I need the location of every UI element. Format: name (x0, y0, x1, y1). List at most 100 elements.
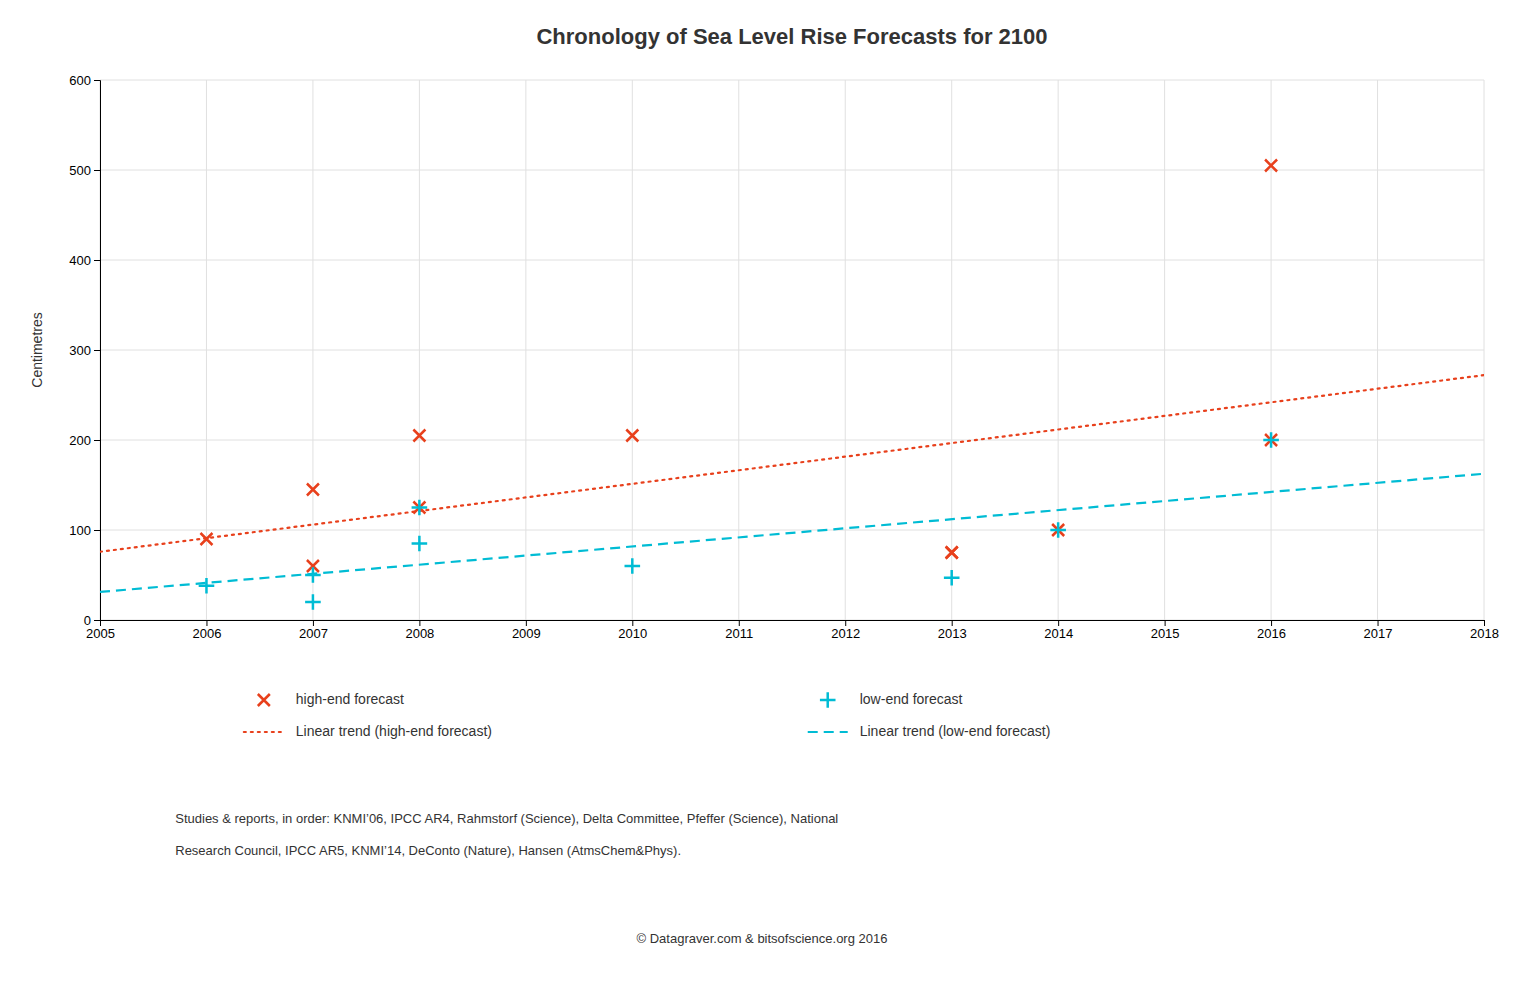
y-tick: 0 (84, 613, 100, 628)
point (625, 558, 641, 574)
x-tick-label: 2011 (725, 626, 753, 641)
y-tick-label: 0 (84, 613, 91, 628)
legend-swatch (820, 692, 836, 708)
grid-line-y (100, 80, 1484, 81)
y-tick: 200 (69, 433, 100, 448)
x-tick-mark (632, 620, 633, 626)
x-tick-mark (1058, 620, 1059, 626)
y-axis-label: Centimetres (29, 312, 45, 387)
x-tick: 2016 (1257, 620, 1286, 641)
grid-line-x (738, 80, 739, 620)
x-axis-line (101, 621, 1485, 627)
x-tick: 2015 (1151, 620, 1180, 641)
point (944, 570, 960, 586)
y-tick: 300 (69, 343, 100, 358)
x-tick: 2012 (831, 620, 860, 641)
x-tick-mark (845, 620, 846, 626)
x-tick: 2006 (193, 620, 222, 641)
y-tick-label: 400 (69, 253, 91, 268)
marks (100, 160, 1484, 610)
y-tick-mark (94, 350, 100, 351)
legend-label: Linear trend (high-end forecast) (296, 723, 492, 739)
x-tick-label: 2017 (1364, 626, 1393, 641)
x-tick-label: 2006 (193, 626, 222, 641)
x-tick: 2013 (938, 620, 967, 641)
x-tick: 2009 (512, 620, 541, 641)
x-tick-mark (419, 620, 420, 626)
grid-line-x (951, 80, 952, 620)
x-tick-label: 2005 (86, 626, 115, 641)
footnote: Research Council, IPCC AR5, KNMI’14, DeC… (175, 843, 681, 858)
x-tick-label: 2012 (831, 626, 860, 641)
y-tick-mark (94, 440, 100, 441)
x-tick-label: 2018 (1470, 626, 1499, 641)
point (946, 547, 958, 559)
point (307, 484, 319, 496)
legend-item: low-end forecast (820, 691, 963, 708)
y-tick-label: 300 (69, 343, 91, 358)
legend-swatch (808, 731, 848, 733)
chart: Chronology of Sea Level Rise Forecasts f… (0, 0, 1524, 986)
grid-line-x (1058, 80, 1059, 620)
legend-item: Linear trend (low-end forecast) (808, 723, 1051, 739)
x-axis: 2005 2006 2007 2008 2009 2010 2011 2012 2013 2014… (86, 620, 1499, 641)
x-tick-label: 2010 (618, 626, 647, 641)
y-tick-mark (94, 170, 100, 171)
legend-item: high-end forecast (258, 691, 404, 707)
x-tick-label: 2016 (1257, 626, 1286, 641)
y-tick: 500 (69, 163, 100, 178)
footnotes: Studies & reports, in order: KNMI’06, IP… (175, 811, 887, 946)
grid-line-y (100, 260, 1484, 261)
x-tick-label: 2013 (938, 626, 967, 641)
x-tick: 2008 (405, 620, 434, 641)
x-tick-label: 2007 (299, 626, 328, 641)
legend-label: high-end forecast (296, 691, 404, 707)
x-tick: 2007 (299, 620, 328, 641)
x-tick: 2010 (618, 620, 647, 641)
x-tick-mark (1165, 620, 1166, 626)
x-tick-mark (313, 620, 314, 626)
x-tick-mark (952, 620, 953, 626)
title: Chronology of Sea Level Rise Forecasts f… (536, 24, 1047, 49)
x-tick-mark (1484, 620, 1485, 626)
x-tick: 2018 (1470, 620, 1499, 641)
y-tick: 100 (69, 523, 100, 538)
x-tick: 2014 (1044, 620, 1073, 641)
legend-label: Linear trend (low-end forecast) (860, 723, 1051, 739)
point (946, 547, 958, 559)
legend: high-end forecast low-end forecast Linear … (244, 691, 1051, 739)
point (1263, 432, 1279, 448)
y-tick-mark (94, 620, 100, 621)
y-tick-label: 200 (69, 433, 91, 448)
y-tick-label: 600 (69, 73, 91, 88)
grid-line-y (100, 530, 1484, 531)
x-tick-mark (1271, 620, 1272, 626)
x-tick-mark (526, 620, 527, 626)
x-tick-label: 2008 (405, 626, 434, 641)
grid-line-x (632, 80, 633, 620)
y-tick: 600 (69, 73, 100, 88)
legend-swatch (244, 731, 284, 733)
point (305, 594, 321, 610)
trend-line (100, 474, 1484, 592)
y-tick-mark (94, 530, 100, 531)
grid-line-y (100, 350, 1484, 351)
grid-line-x (845, 80, 846, 620)
trend-line (100, 375, 1484, 552)
y-tick-mark (94, 80, 100, 81)
y-tick-label: 500 (69, 163, 91, 178)
point (412, 500, 428, 516)
x-tick-mark (739, 620, 740, 626)
y-tick-label: 100 (69, 523, 91, 538)
x-tick-mark (1378, 620, 1379, 626)
legend-label: low-end forecast (860, 691, 963, 707)
point (1050, 522, 1066, 538)
grid-line-x (1377, 80, 1378, 620)
x-tick: 2017 (1364, 620, 1393, 641)
footnote: © Datagraver.com & bitsofscience.org 201… (637, 931, 888, 946)
legend-swatch (258, 694, 270, 706)
x-tick-label: 2009 (512, 626, 541, 641)
point (412, 536, 428, 552)
y-tick-mark (94, 260, 100, 261)
point (413, 430, 425, 442)
